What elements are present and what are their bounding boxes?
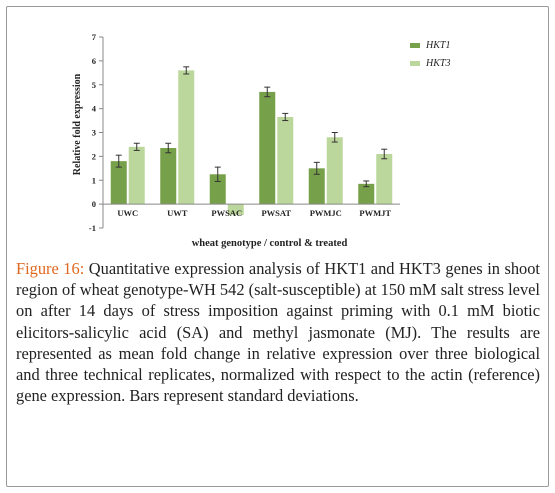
y-tick-label: 7 — [92, 32, 97, 42]
legend-swatch — [410, 43, 420, 48]
bar-hkt1-pwsat — [259, 91, 276, 205]
x-tick-label: UWC — [117, 208, 138, 218]
caption-label: Figure 16: — [16, 259, 85, 278]
bar-hkt1-pwmjc — [308, 168, 325, 205]
bar-hkt3-uwc — [128, 146, 145, 205]
legend-label: HKT1 — [425, 40, 450, 51]
y-tick-label: 5 — [92, 80, 96, 90]
legend-swatch — [410, 61, 420, 66]
y-tick-label: 3 — [92, 128, 96, 138]
y-tick-label: 0 — [92, 199, 96, 209]
legend-label: HKT3 — [425, 58, 450, 69]
figure-box — [6, 6, 549, 487]
y-tick-label: -1 — [89, 223, 96, 233]
y-tick-label: 4 — [92, 104, 97, 114]
bar-hkt1-uwt — [160, 148, 177, 205]
x-axis: UWC UWT PWSAC PWSAT PWMJC PWMJT — [103, 203, 400, 218]
y-tick-label: 2 — [92, 151, 96, 161]
bar-hkt3-pwmjc — [326, 137, 343, 205]
x-tick-label: PWSAT — [261, 208, 291, 218]
x-axis-title: wheat genotype / control & treated — [192, 238, 348, 249]
bar-hkt1-pwmjt — [358, 183, 375, 205]
bars — [110, 66, 393, 215]
x-tick-label: PWSAC — [211, 208, 242, 218]
y-tick-label: 6 — [92, 56, 96, 66]
caption-text: Quantitative expression analysis of HKT1… — [16, 259, 540, 406]
bar-hkt1-pwsac — [209, 174, 226, 205]
x-tick-label: PWMJC — [310, 208, 342, 218]
y-axis-title: Relative fold expression — [72, 73, 83, 175]
legend: HKT1 HKT3 — [410, 40, 450, 69]
y-tick-label: 1 — [92, 175, 96, 185]
bar-hkt3-pwsat — [277, 116, 294, 205]
bar-hkt3-pwmjt — [376, 153, 393, 205]
bar-hkt3-pwsac — [227, 204, 244, 215]
bar-hkt1-uwc — [110, 161, 127, 205]
figure-caption: Figure 16: Quantitative expression analy… — [16, 258, 540, 406]
bar-hkt3-uwt — [178, 70, 195, 205]
bar-chart: -1 0 1 2 3 4 5 6 7 UWC UWT PWSAC PWSAT PWMJC PWMJT HK… — [72, 32, 450, 249]
x-tick-label: UWT — [167, 208, 188, 218]
x-tick-label: PWMJT — [359, 208, 391, 218]
y-axis: -1 0 1 2 3 4 5 6 7 — [89, 32, 104, 233]
